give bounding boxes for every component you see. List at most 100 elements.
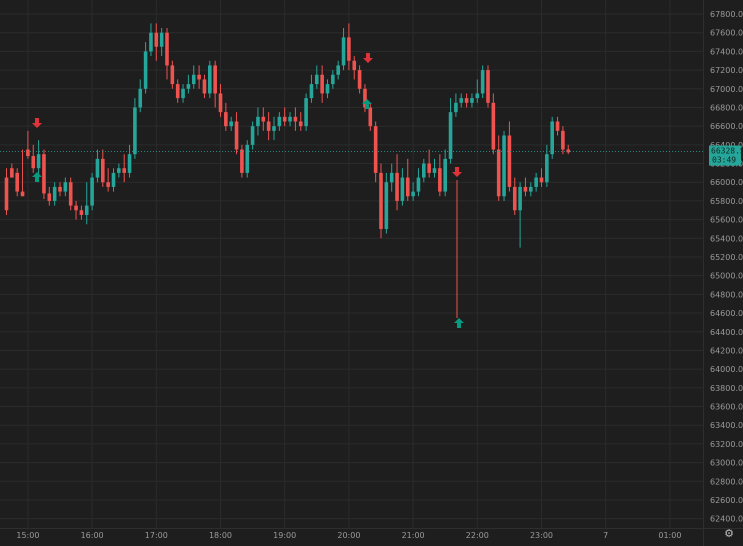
candle-body bbox=[218, 93, 223, 113]
candle-body bbox=[42, 154, 46, 194]
y-tick-label: 62400.0 bbox=[710, 515, 743, 524]
candle-body bbox=[101, 158, 105, 183]
candle-body bbox=[475, 93, 480, 99]
y-tick-label: 63800.0 bbox=[710, 384, 743, 393]
x-tick-label: 22:00 bbox=[466, 531, 489, 540]
candle-body bbox=[52, 186, 57, 201]
candle-body bbox=[15, 172, 19, 192]
y-tick-label: 64000.0 bbox=[710, 365, 743, 374]
gear-icon[interactable]: ⚙ bbox=[724, 527, 734, 540]
candle-body bbox=[405, 177, 410, 197]
y-tick-label: 65400.0 bbox=[710, 234, 743, 243]
candle-body bbox=[186, 84, 191, 89]
candle-body bbox=[10, 168, 14, 178]
y-tick-label: 62600.0 bbox=[710, 496, 743, 505]
candle-body bbox=[240, 149, 244, 173]
candle-body bbox=[106, 182, 110, 187]
sell-signal-arrow-icon bbox=[363, 53, 373, 63]
y-tick-label: 66000.0 bbox=[710, 178, 743, 187]
candle-body bbox=[95, 158, 100, 178]
candle-body bbox=[293, 116, 298, 122]
sell-signal-arrow-icon bbox=[452, 167, 462, 177]
candle-body bbox=[127, 154, 132, 173]
y-tick-label: 63000.0 bbox=[710, 459, 743, 468]
candle-body bbox=[379, 172, 383, 229]
candle-body bbox=[422, 163, 426, 178]
buy-signal-arrow-icon bbox=[362, 99, 372, 109]
x-tick-label: 7 bbox=[603, 531, 608, 540]
y-tick-label: 66800.0 bbox=[710, 103, 743, 112]
candle-body bbox=[432, 168, 437, 173]
candle-body bbox=[320, 74, 324, 94]
candle-body bbox=[122, 168, 126, 173]
candle-body bbox=[400, 177, 405, 201]
candle-body bbox=[357, 70, 362, 89]
candle-body bbox=[534, 177, 538, 187]
y-tick-label: 66400.0 bbox=[710, 141, 743, 150]
candle-body bbox=[234, 121, 239, 150]
price-tag-value: 66328.5 bbox=[711, 147, 743, 156]
y-tick-label: 65800.0 bbox=[710, 197, 743, 206]
y-tick-label: 65200.0 bbox=[710, 253, 743, 262]
candle-body bbox=[181, 88, 185, 99]
candle-body bbox=[502, 135, 506, 197]
candle-body bbox=[539, 177, 544, 183]
candle-body bbox=[159, 32, 164, 47]
candle-body bbox=[208, 65, 212, 94]
y-tick-label: 67000.0 bbox=[710, 85, 743, 94]
y-tick-label: 65600.0 bbox=[710, 216, 743, 225]
candle-body bbox=[459, 98, 464, 103]
y-tick-label: 67400.0 bbox=[710, 47, 743, 56]
candle-body bbox=[213, 65, 217, 94]
candle-body bbox=[331, 74, 335, 85]
candle-body bbox=[117, 168, 121, 173]
candle-body bbox=[443, 158, 447, 192]
candle-body bbox=[325, 84, 330, 94]
candle-body bbox=[26, 149, 30, 157]
candle-body bbox=[368, 107, 373, 127]
sell-signal-arrow-icon bbox=[32, 118, 42, 128]
candle-body bbox=[277, 116, 282, 127]
candle-body bbox=[36, 154, 41, 169]
y-tick-label: 64600.0 bbox=[710, 309, 743, 318]
candle-body bbox=[149, 32, 153, 52]
candle-body bbox=[480, 70, 485, 94]
candle-body bbox=[266, 121, 271, 131]
candle-body bbox=[84, 205, 89, 215]
candle-body bbox=[491, 102, 496, 150]
candle-body bbox=[170, 65, 175, 85]
candle-body bbox=[20, 191, 25, 197]
candle-body bbox=[272, 126, 276, 131]
candle-body bbox=[470, 98, 474, 103]
candle-body bbox=[256, 116, 260, 127]
y-tick-label: 67600.0 bbox=[710, 29, 743, 38]
candle-body bbox=[90, 177, 94, 206]
candle-body bbox=[250, 126, 255, 145]
candle-body bbox=[111, 172, 116, 187]
x-tick-label: 23:00 bbox=[530, 531, 553, 540]
candle-body bbox=[411, 191, 415, 197]
y-tick-label: 67200.0 bbox=[710, 66, 743, 75]
y-tick-label: 62800.0 bbox=[710, 477, 743, 486]
candle-body bbox=[138, 88, 143, 108]
x-tick-label: 17:00 bbox=[145, 531, 168, 540]
candle-body bbox=[143, 51, 148, 89]
candle-body bbox=[298, 121, 303, 127]
candle-body bbox=[133, 107, 137, 155]
candle-body bbox=[288, 116, 292, 122]
candle-body bbox=[175, 84, 180, 99]
x-tick-label: 15:00 bbox=[16, 531, 39, 540]
candle-body bbox=[154, 32, 159, 47]
x-tick-label: 16:00 bbox=[81, 531, 104, 540]
candle-body bbox=[363, 88, 367, 108]
candle-body bbox=[4, 177, 9, 211]
candle-body bbox=[63, 182, 68, 192]
y-tick-label: 64200.0 bbox=[710, 346, 743, 355]
candle-body bbox=[165, 32, 169, 66]
candle-body bbox=[454, 102, 458, 113]
candle-body bbox=[31, 156, 36, 169]
y-tick-label: 63600.0 bbox=[710, 403, 743, 412]
candle-body bbox=[309, 84, 314, 99]
